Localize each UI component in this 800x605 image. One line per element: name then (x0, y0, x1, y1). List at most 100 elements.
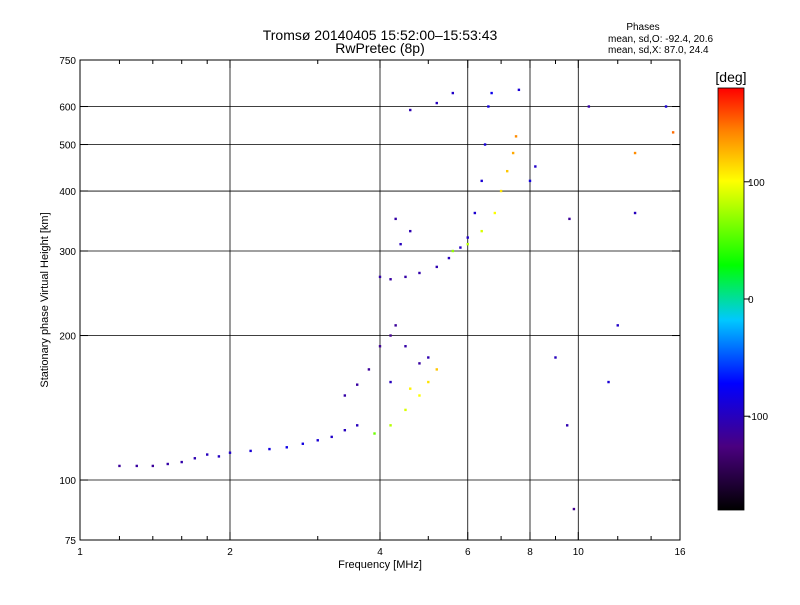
data-point (514, 135, 518, 138)
data-point (378, 345, 382, 348)
data-point (499, 189, 503, 193)
data-point (355, 424, 359, 427)
data-point (483, 143, 487, 146)
data-point (451, 91, 455, 95)
y-tick-label: 75 (65, 536, 77, 547)
data-point (565, 424, 569, 427)
data-point (373, 432, 376, 435)
legend-o-stats: mean, sd,O: -92.4, 20.6 (608, 34, 713, 45)
y-axis-label: Stationary phase Virtual Height [km] (39, 212, 51, 387)
data-point (330, 435, 333, 439)
data-point (671, 131, 675, 134)
data-point (427, 380, 430, 384)
data-point (378, 275, 382, 279)
data-point (664, 105, 668, 108)
data-point (249, 449, 252, 453)
data-point (480, 229, 483, 233)
data-point (205, 453, 209, 456)
data-point (517, 88, 521, 92)
data-point (389, 278, 392, 281)
data-point (607, 380, 610, 384)
data-point (404, 275, 407, 279)
data-point (399, 242, 402, 246)
data-point (427, 356, 430, 359)
x-tick-label: 1 (77, 547, 83, 558)
y-tick-label: 600 (59, 103, 76, 114)
data-point (151, 464, 155, 468)
x-tick-label: 16 (674, 547, 686, 558)
data-point (418, 362, 421, 365)
data-point (180, 460, 183, 464)
colorbar (717, 87, 745, 511)
data-point (316, 439, 319, 442)
data-point (554, 356, 557, 359)
data-point (268, 447, 271, 451)
colorbar-tick-label: -100 (748, 412, 768, 423)
data-point (409, 229, 412, 233)
grid-lines (80, 60, 680, 540)
data-point (505, 169, 509, 173)
y-tick-label: 300 (59, 247, 76, 258)
data-point (480, 179, 483, 183)
x-axis-label: Frequency [MHz] (338, 559, 422, 571)
data-point (418, 271, 421, 275)
data-point (534, 165, 537, 168)
y-tick-label: 100 (59, 476, 76, 487)
chart-title: Tromsø 20140405 15:52:00–15:53:43 (263, 27, 498, 43)
legend-heading: Phases (626, 22, 659, 33)
data-point (394, 217, 397, 221)
colorbar-tick-label: 100 (748, 178, 765, 189)
data-point (394, 324, 397, 327)
x-tick-label: 6 (465, 547, 471, 558)
x-tick-label: 2 (227, 547, 233, 558)
data-point (466, 242, 469, 246)
data-point (343, 394, 347, 397)
data-point (367, 368, 371, 371)
y-tick-label: 400 (59, 187, 76, 198)
x-tick-label: 10 (573, 547, 585, 558)
x-tick-label: 8 (527, 547, 533, 558)
y-tick-label: 500 (59, 141, 76, 152)
data-point (135, 464, 138, 468)
data-point (487, 105, 490, 108)
y-tick-label: 200 (59, 332, 76, 343)
data-points (118, 88, 675, 511)
data-point (301, 442, 305, 445)
data-point (572, 507, 576, 511)
data-point (451, 249, 455, 253)
data-point (490, 91, 493, 95)
x-tick-label: 4 (377, 547, 383, 558)
data-point (616, 324, 619, 327)
data-point (228, 451, 232, 454)
data-point (493, 211, 497, 215)
data-point (587, 105, 591, 108)
data-point (355, 383, 359, 386)
data-point (409, 387, 412, 390)
data-point (217, 455, 221, 458)
data-point (633, 211, 637, 215)
chart-subtitle: RwPretec (8p) (335, 40, 424, 56)
data-point (404, 345, 407, 348)
data-point (389, 334, 392, 337)
data-point (511, 151, 515, 155)
data-point (193, 457, 197, 460)
y-tick-label: 750 (59, 56, 76, 67)
legend-x-stats: mean, sd,X: 87.0, 24.4 (608, 45, 709, 56)
data-point (568, 217, 571, 221)
colorbar-ticks: 100 0 -100 (744, 178, 768, 423)
data-point (435, 101, 438, 105)
colorbar-tick-label: 0 (748, 295, 754, 306)
data-point (118, 464, 121, 468)
data-point (389, 380, 392, 384)
data-point (473, 211, 477, 215)
data-point (409, 108, 412, 112)
data-point (447, 256, 451, 260)
data-point (166, 462, 169, 466)
data-point (466, 236, 469, 239)
data-point (389, 424, 392, 427)
data-point (418, 394, 421, 397)
data-point (435, 368, 438, 371)
data-point (633, 151, 637, 155)
colorbar-label: [deg] (715, 69, 746, 85)
